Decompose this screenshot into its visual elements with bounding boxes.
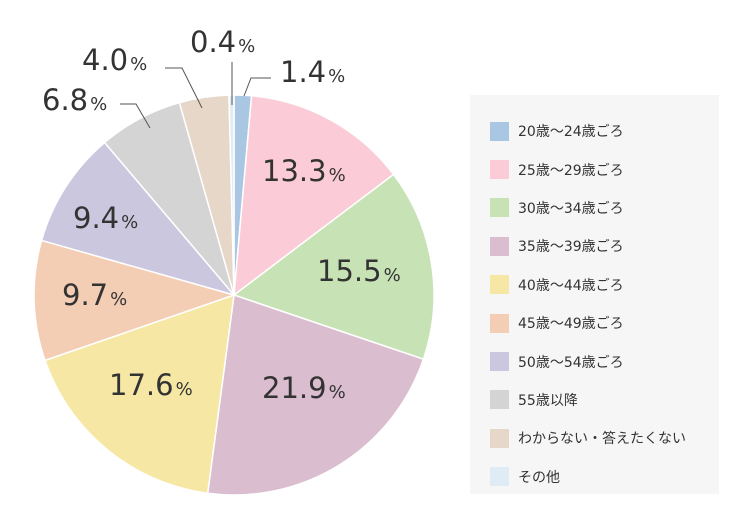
- legend-item-5: 40歳〜44歳ごろ: [490, 266, 719, 304]
- legend-item-10: その他: [490, 458, 719, 496]
- legend-label: 30歳〜34歳ごろ: [518, 200, 624, 217]
- leader-lines: [120, 62, 271, 129]
- leader-line-9: [165, 67, 203, 109]
- legend-swatch: [490, 390, 509, 410]
- slice-label-5: 17.6%: [109, 368, 193, 402]
- legend-label: 25歳〜29歳ごろ: [518, 162, 624, 179]
- pie-slices: [33, 94, 435, 496]
- legend-swatch: [490, 428, 509, 448]
- legend-item-3: 30歳〜34歳ごろ: [490, 189, 719, 227]
- legend-label: 45歳〜49歳ごろ: [518, 316, 624, 333]
- legend-item-8: 55歳以降: [490, 381, 719, 419]
- legend-item-2: 25歳〜29歳ごろ: [490, 150, 719, 188]
- legend-swatch: [490, 467, 509, 487]
- slice-label-6: 9.7%: [62, 278, 127, 312]
- legend-swatch: [490, 160, 509, 180]
- legend-swatch: [490, 352, 509, 372]
- legend-label: 55歳以降: [518, 392, 578, 409]
- slice-label-4: 21.9%: [262, 371, 346, 405]
- slice-label-10: 0.4%: [190, 25, 255, 59]
- pie-slice-6: [33, 239, 237, 362]
- legend-label: 40歳〜44歳ごろ: [518, 277, 624, 294]
- slice-labels: 1.4 % 13.3 % 15.5 % 21.9 % 17.6 % 9.7 % 9.4 % 6.8 % 4.0%…: [42, 25, 401, 405]
- legend-swatch: [490, 275, 509, 295]
- pie-slice-3: [232, 173, 435, 361]
- slice-label-9: 4.0%: [82, 43, 147, 77]
- leader-line-1: [243, 77, 271, 97]
- pie-slice-10: [228, 94, 235, 296]
- legend-label: わからない・答えたくない: [518, 431, 686, 448]
- slice-label-1: 1.4%: [280, 55, 345, 89]
- legend-label: 50歳〜54歳ごろ: [518, 354, 624, 371]
- legend-swatch: [490, 121, 509, 141]
- pie-slice-7: [40, 141, 237, 297]
- legend-label: 35歳〜39歳ごろ: [518, 239, 624, 256]
- legend-label: 20歳〜24歳ごろ: [518, 124, 624, 141]
- pie-slice-2: [233, 94, 395, 297]
- legend-item-9: わからない・答えたくない: [490, 419, 719, 457]
- slice-label-8: 6.8%: [42, 83, 107, 117]
- legend-item-7: 50歳〜54歳ごろ: [490, 342, 719, 380]
- legend: 20歳〜24歳ごろ 25歳〜29歳ごろ 30歳〜34歳ごろ 35歳〜39歳ごろ 40歳〜…: [470, 95, 719, 494]
- slice-label-7: 9.4%: [73, 201, 138, 235]
- slice-label-2: 13.3%: [262, 154, 346, 188]
- legend-label: その他: [518, 469, 560, 486]
- slice-label-3: 15.5%: [317, 254, 401, 288]
- legend-swatch: [490, 236, 509, 256]
- legend-swatch: [490, 313, 509, 333]
- legend-item-1: 20歳〜24歳ごろ: [490, 112, 719, 150]
- pie-slice-4: [206, 293, 425, 496]
- legend-item-4: 35歳〜39歳ごろ: [490, 227, 719, 265]
- legend-item-6: 45歳〜49歳ごろ: [490, 304, 719, 342]
- legend-swatch: [490, 198, 509, 218]
- leader-line-8: [120, 103, 151, 129]
